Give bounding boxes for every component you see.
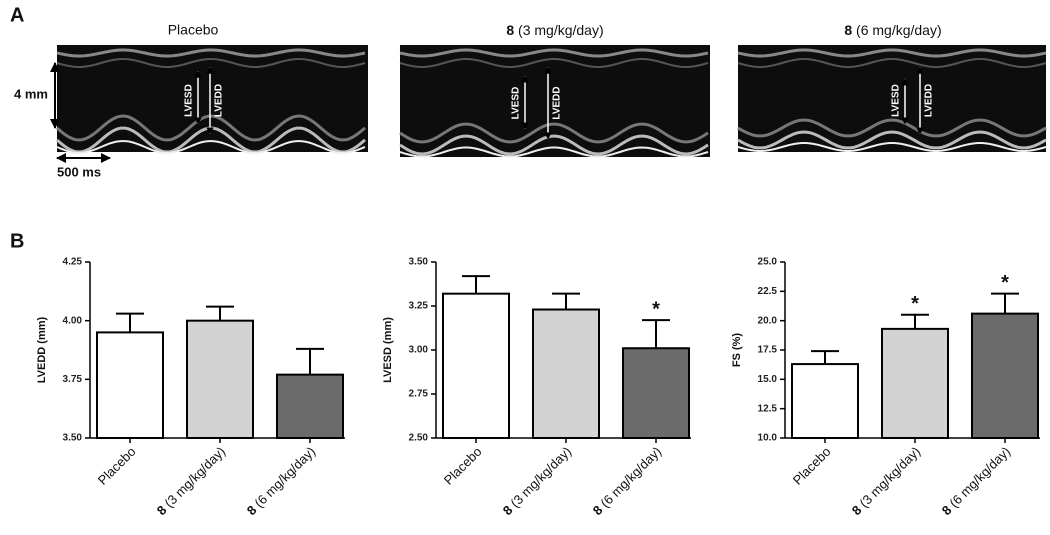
image-title: 8 (6 mg/kg/day) bbox=[844, 22, 941, 38]
y-tick-label: 17.5 bbox=[758, 345, 778, 356]
y-tick-label: 22.5 bbox=[758, 286, 778, 297]
measure-label: LVEDD bbox=[214, 84, 225, 117]
image-title: Placebo bbox=[168, 22, 219, 38]
x-tick-label: 8 (6 mg/kg/day) bbox=[590, 444, 664, 518]
echo-trace bbox=[56, 58, 366, 68]
bar bbox=[532, 308, 600, 439]
bar bbox=[791, 363, 859, 439]
y-tick-label: 3.25 bbox=[409, 301, 429, 312]
bar bbox=[622, 347, 690, 439]
x-tick-label: Placebo bbox=[441, 444, 485, 488]
y-tick-label: 20.0 bbox=[758, 315, 778, 326]
y-tick-label: 4.00 bbox=[63, 315, 83, 326]
panel-a: A Placebo 8 (3 mg/kg/day) 8 (6 mg/kg/day… bbox=[10, 4, 1047, 179]
echo-trace bbox=[399, 134, 709, 156]
measure-label: LVEDD bbox=[552, 86, 563, 119]
y-tick-label: 3.75 bbox=[63, 374, 83, 385]
echo-trace bbox=[399, 48, 709, 58]
y-tick-label: 3.00 bbox=[409, 345, 429, 356]
y-tick-label: 15.0 bbox=[758, 374, 778, 385]
x-tick-label: 8 (6 mg/kg/day) bbox=[939, 444, 1013, 518]
echo-trace bbox=[737, 118, 1047, 138]
bar bbox=[96, 331, 164, 439]
x-tick-label: 8 (6 mg/kg/day) bbox=[244, 444, 318, 518]
echo-trace bbox=[56, 140, 366, 154]
y-tick-label: 12.5 bbox=[758, 403, 778, 414]
significance-mark: * bbox=[911, 293, 919, 315]
echo-trace bbox=[399, 122, 709, 144]
measure-label: LVESD bbox=[184, 84, 195, 117]
measure-label: LVESD bbox=[891, 84, 902, 117]
echo-trace bbox=[737, 48, 1047, 58]
scale-label: 4 mm bbox=[14, 86, 48, 101]
y-tick-label: 25.0 bbox=[758, 257, 778, 268]
y-tick-label: 2.75 bbox=[409, 389, 429, 400]
bar bbox=[971, 312, 1039, 440]
chart: 3.50 3.75 4.00 4.25 LVEDD (mm) Placebo 8 (3 mg… bbox=[36, 257, 345, 518]
y-tick-label: 10.0 bbox=[758, 433, 778, 444]
scale-label: 500 ms bbox=[57, 164, 101, 179]
bar bbox=[442, 292, 510, 439]
x-tick-label: Placebo bbox=[95, 444, 139, 488]
echo-trace bbox=[56, 48, 366, 58]
y-tick-label: 2.50 bbox=[409, 433, 429, 444]
x-tick-label: 8 (3 mg/kg/day) bbox=[849, 444, 923, 518]
echo-image bbox=[400, 45, 710, 157]
y-tick-label: 4.25 bbox=[63, 257, 83, 268]
echo-trace bbox=[737, 58, 1047, 68]
panel-label: A bbox=[10, 4, 24, 26]
significance-mark: * bbox=[1001, 272, 1009, 294]
y-tick-label: 3.50 bbox=[63, 433, 83, 444]
y-tick-label: 3.50 bbox=[409, 257, 429, 268]
charts: 3.50 3.75 4.00 4.25 LVEDD (mm) Placebo 8 (3 mg… bbox=[36, 257, 1040, 518]
measure-label: LVESD bbox=[511, 87, 522, 120]
chart: 10.0 12.5 15.0 17.5 20.0 22.5 25.0 FS (%) Placeb… bbox=[731, 257, 1040, 518]
image-title: 8 (3 mg/kg/day) bbox=[506, 22, 603, 38]
chart: 2.50 2.75 3.00 3.25 3.50 LVESD (mm) Placebo 8 (… bbox=[382, 257, 691, 518]
echo-trace bbox=[737, 142, 1047, 152]
bar bbox=[881, 327, 949, 440]
echo-image bbox=[738, 45, 1046, 152]
significance-mark: * bbox=[652, 298, 660, 320]
x-tick-label: 8 (3 mg/kg/day) bbox=[154, 444, 228, 518]
y-axis-label: LVESD (mm) bbox=[382, 317, 394, 383]
echo-trace bbox=[737, 130, 1047, 150]
bar bbox=[186, 319, 254, 439]
echo-trace bbox=[399, 58, 709, 68]
y-axis-label: FS (%) bbox=[731, 333, 743, 368]
bar bbox=[276, 373, 344, 440]
echo-trace bbox=[399, 146, 709, 158]
measure-label: LVEDD bbox=[924, 84, 935, 117]
panel-label: B bbox=[10, 230, 24, 252]
x-tick-label: Placebo bbox=[790, 444, 834, 488]
echo-images: LVEDD LVESD LVEDD LVESD LVEDD LVESD bbox=[56, 45, 1047, 158]
y-axis-label: LVEDD (mm) bbox=[36, 316, 48, 383]
x-tick-label: 8 (3 mg/kg/day) bbox=[500, 444, 574, 518]
